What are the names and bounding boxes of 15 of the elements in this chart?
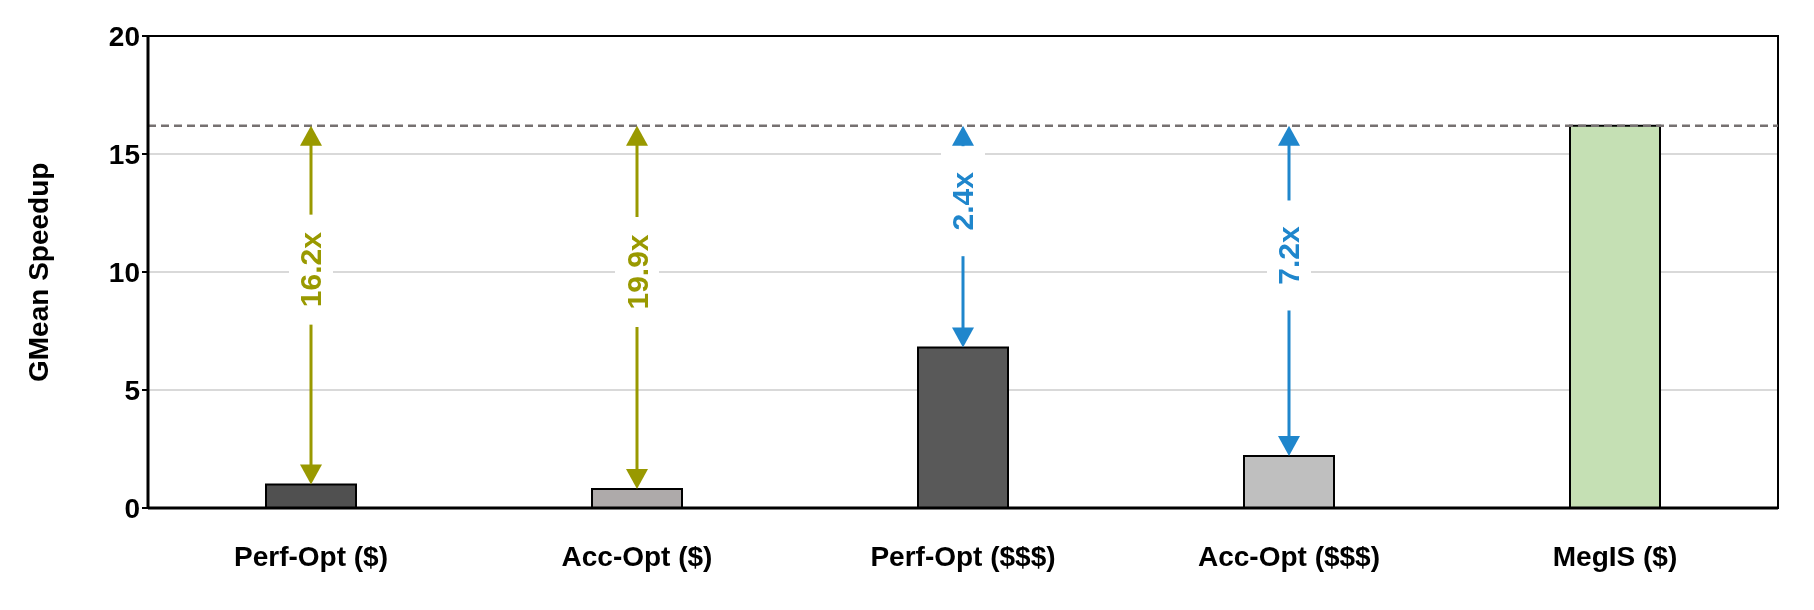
x-tick-label: MegIS ($) <box>1552 540 1678 572</box>
annotation: 19.9x <box>620 234 654 310</box>
y-tick-label: 5 <box>124 374 140 406</box>
x-tick-label: Acc-Opt ($) <box>561 540 713 572</box>
x-tick-label: Perf-Opt ($) <box>234 540 388 572</box>
y-tick-label: 0 <box>124 492 140 524</box>
y-axis-title: GMean Speedup <box>22 162 54 382</box>
y-tick-label: 15 <box>108 138 140 170</box>
y-tick-label: 10 <box>108 256 140 288</box>
annotation: 16.2x <box>294 231 328 308</box>
x-tick-label: Acc-Opt ($$$) <box>1197 540 1381 572</box>
y-tick-label: 20 <box>108 20 140 52</box>
annotation: 2.4x <box>946 171 980 231</box>
x-tick-label: Perf-Opt ($$$) <box>870 540 1056 572</box>
annotation: 7.2x <box>1272 225 1306 285</box>
